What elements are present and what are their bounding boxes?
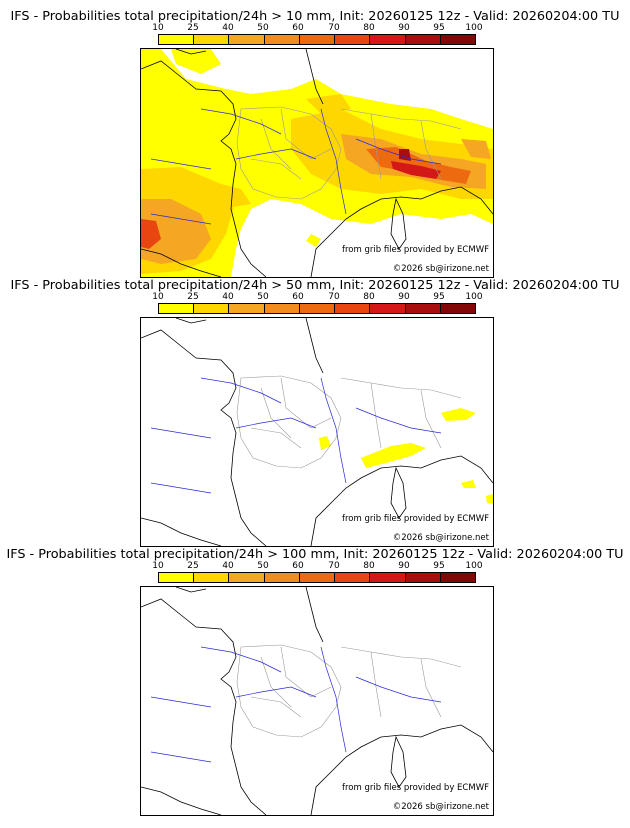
precipitation-map: from grib files provided by ECMWF ©2026 …: [140, 586, 494, 816]
legend-tick: 10: [152, 292, 164, 302]
legend-swatch: [264, 573, 300, 582]
credit-line: from grib files provided by ECMWF: [342, 783, 489, 793]
legend-swatch: [229, 304, 265, 313]
rivers: [150, 377, 442, 494]
legend-tick: 90: [398, 23, 410, 33]
legend-tick: 25: [187, 561, 199, 571]
legend-swatch: [159, 304, 195, 313]
rivers: [150, 108, 442, 225]
color-legend: 10 25 40 50 60 70 80 90 95 100: [152, 292, 483, 315]
legend-tick: 95: [433, 23, 445, 33]
legend-tick: 50: [257, 561, 269, 571]
map-graphic: [141, 49, 493, 277]
legend-swatch: [159, 573, 195, 582]
legend-tick: 40: [222, 561, 234, 571]
legend-swatch: [335, 35, 371, 44]
admin-borders: [236, 106, 462, 200]
legend-swatch: [440, 35, 475, 44]
panel-title: IFS - Probabilities total precipitation/…: [10, 9, 620, 24]
legend-color-bar: [158, 572, 476, 583]
legend-tick: 40: [222, 23, 234, 33]
panel-title: IFS - Probabilities total precipitation/…: [10, 278, 620, 293]
legend-tick: 10: [152, 23, 164, 33]
legend-tick: 25: [187, 23, 199, 33]
legend-tick: 80: [363, 23, 375, 33]
legend-tick: 80: [363, 292, 375, 302]
legend-swatch: [299, 573, 336, 582]
legend-tick: 25: [187, 292, 199, 302]
legend-swatch: [335, 304, 371, 313]
map-panel-100mm: IFS - Probabilities total precipitation/…: [0, 548, 630, 818]
coastlines: [141, 318, 493, 546]
credit-line: from grib files provided by ECMWF: [342, 245, 489, 255]
credit-line: from grib files provided by ECMWF: [342, 514, 489, 524]
legend-swatch: [299, 304, 336, 313]
legend-tick: 100: [465, 292, 483, 302]
admin-borders: [236, 375, 462, 469]
copyright-line: ©2026 sb@irizone.net: [392, 533, 489, 543]
admin-borders: [236, 644, 462, 738]
copyright-line: ©2026 sb@irizone.net: [392, 802, 489, 812]
legend-swatch: [405, 573, 441, 582]
legend-tick: 50: [257, 292, 269, 302]
legend-tick: 95: [433, 292, 445, 302]
legend-swatch: [194, 573, 230, 582]
legend-swatch: [159, 35, 195, 44]
legend-swatch: [370, 573, 406, 582]
probability-field: [141, 49, 493, 277]
legend-swatch: [229, 573, 265, 582]
legend-tick: 10: [152, 561, 164, 571]
legend-color-bar: [158, 34, 476, 45]
legend-swatch: [335, 573, 371, 582]
legend-swatch: [405, 35, 441, 44]
legend-swatch: [405, 304, 441, 313]
legend-tick: 50: [257, 23, 269, 33]
legend-swatch: [264, 304, 300, 313]
coastlines: [141, 49, 493, 277]
legend-swatch: [194, 35, 230, 44]
precipitation-map: from grib files provided by ECMWF ©2026 …: [140, 317, 494, 547]
panel-title: IFS - Probabilities total precipitation/…: [6, 547, 624, 562]
legend-swatch: [194, 304, 230, 313]
legend-tick: 70: [328, 561, 340, 571]
legend-tick: 95: [433, 561, 445, 571]
color-legend: 10 25 40 50 60 70 80 90 95 100: [152, 561, 483, 584]
precipitation-map: from grib files provided by ECMWF ©2026 …: [140, 48, 494, 278]
legend-tick: 40: [222, 292, 234, 302]
legend-tick: 90: [398, 292, 410, 302]
probability-field: [319, 408, 493, 504]
legend-tick: 100: [465, 561, 483, 571]
legend-swatch: [440, 573, 475, 582]
coastlines: [141, 587, 493, 815]
legend-swatch: [299, 35, 336, 44]
legend-swatch: [264, 35, 300, 44]
map-graphic: [141, 318, 493, 546]
legend-tick: 70: [328, 23, 340, 33]
legend-swatch: [229, 35, 265, 44]
legend-tick: 80: [363, 561, 375, 571]
copyright-line: ©2026 sb@irizone.net: [392, 264, 489, 274]
legend-color-bar: [158, 303, 476, 314]
legend-tick: 60: [292, 23, 304, 33]
legend-swatch: [370, 304, 406, 313]
rivers: [150, 646, 442, 763]
legend-swatch: [440, 304, 475, 313]
map-panel-10mm: IFS - Probabilities total precipitation/…: [0, 10, 630, 280]
map-panel-50mm: IFS - Probabilities total precipitation/…: [0, 279, 630, 549]
legend-tick: 100: [465, 23, 483, 33]
legend-swatch: [370, 35, 406, 44]
legend-tick: 90: [398, 561, 410, 571]
map-graphic: [141, 587, 493, 815]
legend-tick: 60: [292, 292, 304, 302]
legend-tick: 60: [292, 561, 304, 571]
legend-tick: 70: [328, 292, 340, 302]
color-legend: 10 25 40 50 60 70 80 90 95 100: [152, 23, 483, 46]
